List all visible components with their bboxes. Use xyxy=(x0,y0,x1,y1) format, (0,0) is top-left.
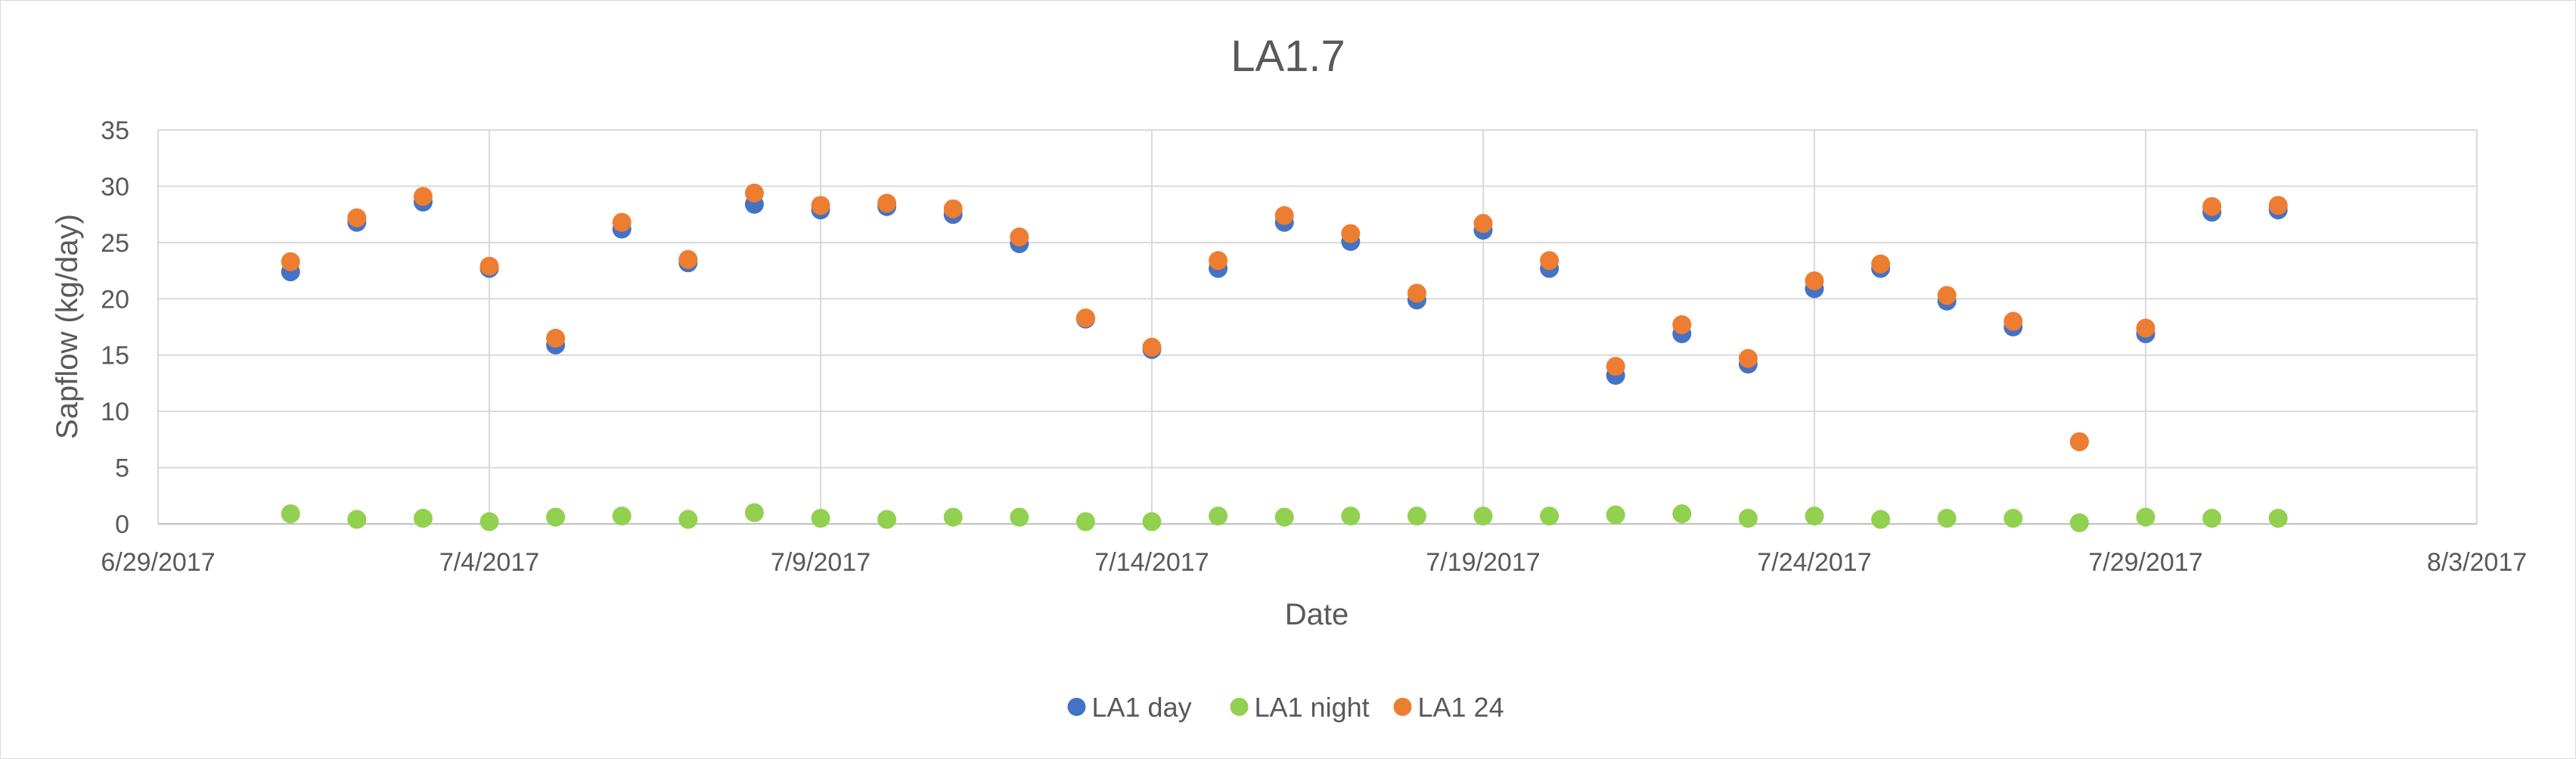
data-point xyxy=(1937,509,1957,528)
data-point xyxy=(347,510,367,529)
data-point xyxy=(1606,505,1625,525)
data-point xyxy=(1871,510,1891,529)
data-point xyxy=(1473,507,1493,526)
data-point xyxy=(1937,286,1957,305)
data-point xyxy=(877,194,897,213)
data-point xyxy=(1407,283,1426,303)
legend-item: LA1 24 xyxy=(1393,692,1504,723)
data-point xyxy=(546,328,566,348)
data-point xyxy=(2069,513,2089,533)
data-point xyxy=(612,507,632,526)
data-point xyxy=(1540,507,1560,526)
data-point xyxy=(413,187,433,206)
data-point xyxy=(1805,507,1824,526)
y-tick-label: 0 xyxy=(115,510,129,539)
data-point xyxy=(2136,507,2155,527)
legend-item: LA1 night xyxy=(1230,692,1370,723)
x-tick-label: 7/29/2017 xyxy=(2088,548,2202,577)
y-tick-label: 25 xyxy=(101,229,129,258)
data-point xyxy=(546,507,566,527)
data-point xyxy=(281,252,300,271)
series-la1-24 xyxy=(281,183,2288,451)
legend-marker xyxy=(1230,698,1249,716)
data-point xyxy=(1010,227,1029,246)
y-tick-label: 15 xyxy=(101,342,129,370)
data-point xyxy=(480,512,499,531)
data-point xyxy=(943,199,963,218)
data-point xyxy=(1738,509,1758,528)
data-point xyxy=(678,510,698,529)
chart-title: LA1.7 xyxy=(1231,32,1345,81)
data-point xyxy=(1075,512,1095,531)
x-tick-label: 8/3/2017 xyxy=(2427,548,2527,577)
y-tick-label: 10 xyxy=(101,398,129,426)
data-point xyxy=(811,509,830,528)
x-tick-label: 7/19/2017 xyxy=(1426,548,1540,577)
series-la1-day xyxy=(281,192,2288,451)
data-point xyxy=(1540,251,1560,271)
legend-marker xyxy=(1393,698,1412,716)
x-tick-label: 7/4/2017 xyxy=(439,548,539,577)
data-point xyxy=(1407,507,1426,526)
data-point xyxy=(347,208,367,228)
data-point xyxy=(1672,504,1692,524)
data-point xyxy=(413,509,433,528)
data-point xyxy=(1142,337,1162,357)
x-tick-label: 7/9/2017 xyxy=(771,548,871,577)
data-point xyxy=(678,249,698,269)
x-tick-label: 6/29/2017 xyxy=(101,548,215,577)
y-tick-label: 35 xyxy=(101,116,129,145)
legend-label: LA1 night xyxy=(1255,692,1370,723)
data-point xyxy=(1473,214,1493,234)
data-point xyxy=(744,183,764,203)
data-point xyxy=(2003,509,2023,528)
data-point xyxy=(2069,432,2089,451)
data-point xyxy=(2003,311,2023,331)
legend-marker xyxy=(1067,698,1086,716)
series-la1-night xyxy=(281,503,2288,533)
data-point xyxy=(1209,251,1228,271)
data-point xyxy=(1738,349,1758,368)
data-point xyxy=(1274,206,1294,225)
data-point xyxy=(2202,509,2222,528)
data-point xyxy=(480,256,499,276)
data-point xyxy=(612,212,632,232)
data-point xyxy=(943,507,963,527)
legend-label: LA1 24 xyxy=(1418,692,1504,723)
data-point xyxy=(2136,318,2155,338)
legend: LA1 day LA1 night LA1 24 xyxy=(1067,692,1504,723)
data-point xyxy=(1209,507,1228,526)
legend-label: LA1 day xyxy=(1092,692,1192,723)
gridlines xyxy=(157,129,2478,525)
data-point xyxy=(1672,315,1692,335)
x-tick-label: 7/14/2017 xyxy=(1094,548,1209,577)
data-point xyxy=(1341,507,1361,526)
data-point xyxy=(1805,271,1824,290)
data-points xyxy=(281,183,2288,533)
data-point xyxy=(1341,224,1361,243)
data-point xyxy=(1274,507,1294,527)
data-point xyxy=(2268,196,2288,215)
data-point xyxy=(2268,509,2288,528)
data-point xyxy=(1606,357,1625,376)
legend-item: LA1 day xyxy=(1067,692,1192,723)
x-tick-label: 7/24/2017 xyxy=(1757,548,1871,577)
y-tick-label: 30 xyxy=(101,172,129,201)
data-point xyxy=(877,510,897,529)
data-point xyxy=(281,504,300,524)
x-axis-title: Date xyxy=(1285,598,1349,631)
data-point xyxy=(1075,308,1095,328)
data-point xyxy=(1142,512,1162,531)
data-point xyxy=(811,196,830,215)
y-tick-label: 20 xyxy=(101,285,129,314)
y-tick-label: 5 xyxy=(115,454,129,483)
y-axis-title: Sapflow (kg/day) xyxy=(51,214,84,439)
data-point xyxy=(1871,254,1891,274)
data-point xyxy=(744,503,764,522)
axes: 0 5 10 15 20 25 30 35 6/29/2017 7/4/2017 7/9/2017 7… xyxy=(101,116,2527,577)
data-point xyxy=(1010,507,1029,527)
data-point xyxy=(2202,197,2222,216)
